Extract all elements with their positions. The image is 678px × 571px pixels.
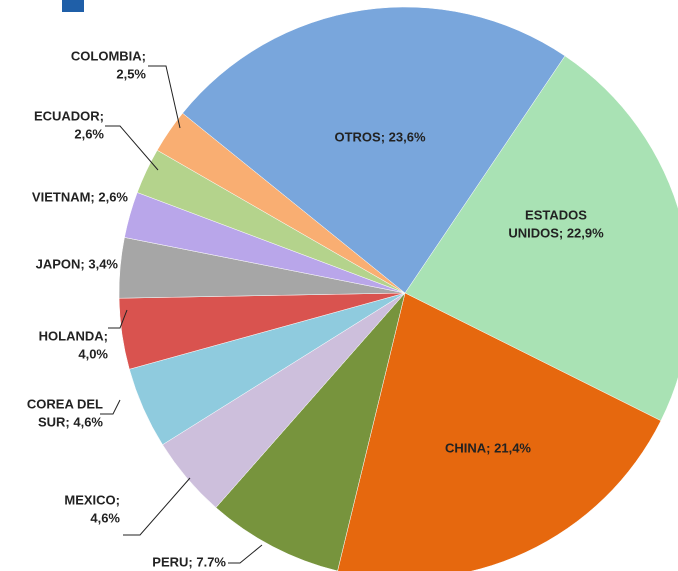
slice-label: 4,6%: [90, 510, 120, 525]
slices: [118, 6, 678, 571]
pie-slice: [337, 292, 662, 571]
slice-label: 4,0%: [78, 346, 108, 361]
slice-label: CHINA; 21,4%: [445, 440, 531, 455]
slice-label: UNIDOS; 22,9%: [508, 225, 604, 240]
title-icon: [62, 0, 84, 12]
slice-label: 2,6%: [74, 126, 104, 141]
labels: ESTADOS UNIDOS; 22,9% CHINA; 21,4% PERU; 7.…: [27, 48, 604, 569]
slice-label: ECUADOR;: [34, 108, 104, 123]
slice-label: HOLANDA;: [39, 328, 108, 343]
slice-label: PERU; 7.7%: [152, 554, 226, 569]
slice-label: JAPON; 3,4%: [36, 256, 119, 271]
slice-label: COREA DEL: [27, 396, 103, 411]
slice-label: MEXICO;: [64, 492, 120, 507]
slice-label: ESTADOS: [525, 207, 587, 222]
slice-label: VIETNAM; 2,6%: [32, 189, 129, 204]
pie-slice: [404, 55, 678, 422]
leader-lines: [100, 65, 263, 564]
slice-label: OTROS; 23,6%: [334, 129, 425, 144]
pie-slice: [182, 6, 566, 294]
slice-label: COLOMBIA;: [71, 48, 146, 63]
slice-label: SUR; 4,6%: [38, 414, 103, 429]
slice-label: 2,5%: [116, 66, 146, 81]
pie-slice: [215, 292, 406, 571]
